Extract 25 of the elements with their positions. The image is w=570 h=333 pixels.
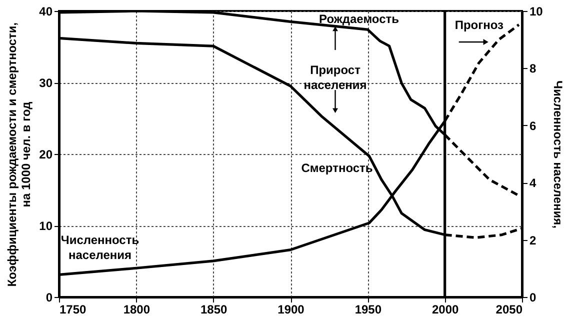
- x-tick-label: 2050: [496, 302, 523, 316]
- x-tick-label: 1950: [354, 302, 382, 316]
- y2-axis-title: Численность населения,: [550, 80, 565, 228]
- y2-tick-label: 0: [530, 290, 536, 304]
- y2-tick-label: 2: [530, 233, 536, 248]
- x-tick-label: 1850: [200, 302, 228, 316]
- x-tick-label: 1750: [60, 302, 87, 316]
- y2-tick-label: 10: [530, 4, 544, 18]
- y2-tick-label: 4: [530, 176, 536, 190]
- y2-tick-label: 8: [530, 62, 536, 76]
- annotation: Численность населения: [60, 233, 140, 262]
- annotation: Рождаемость: [318, 12, 400, 26]
- x-tick-label: 1900: [278, 302, 305, 316]
- y-axis-title: Коэффициенты рождаемости и смертности, на 1000 чел. в год: [5, 22, 34, 287]
- y-tick-label: 40: [39, 4, 53, 18]
- y-tick-label: 20: [39, 148, 53, 162]
- annotation: Прирост населения: [304, 63, 367, 92]
- y-tick-label: 30: [39, 76, 53, 90]
- x-tick-label: 2000: [432, 302, 460, 316]
- y2-tick-label: 6: [530, 118, 536, 133]
- y-tick-label: 10: [39, 219, 53, 233]
- x-tick-label: 1800: [123, 302, 150, 316]
- y-tick-label: 0: [46, 290, 53, 304]
- ref-line-label: Прогноз: [454, 18, 504, 32]
- annotation: Смертность: [301, 161, 373, 175]
